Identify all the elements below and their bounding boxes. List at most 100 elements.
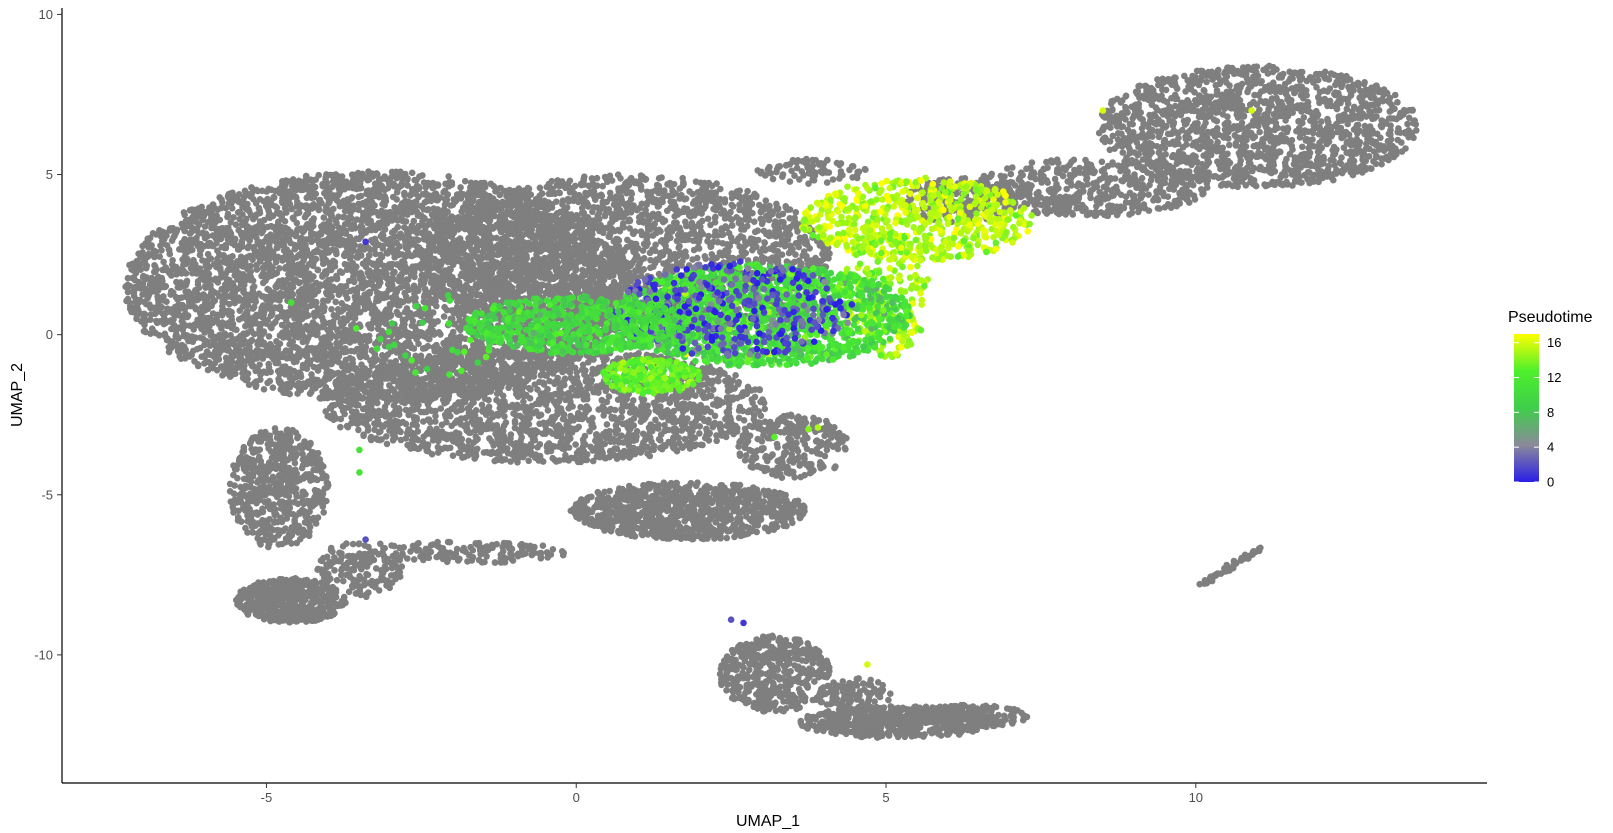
data-point	[321, 376, 328, 384]
data-point	[193, 270, 200, 277]
data-point	[181, 253, 188, 261]
data-point	[256, 361, 263, 369]
data-point	[194, 361, 202, 368]
data-point	[176, 304, 183, 312]
data-point	[172, 230, 179, 237]
data-point	[143, 274, 150, 281]
data-point	[441, 303, 448, 311]
data-point	[285, 321, 293, 329]
data-point	[390, 182, 398, 190]
data-point	[317, 395, 324, 402]
data-point	[374, 260, 381, 268]
data-point	[340, 328, 347, 336]
data-point	[197, 334, 204, 342]
data-point	[313, 247, 321, 254]
data-point	[218, 270, 225, 277]
data-point	[207, 242, 215, 249]
data-point	[226, 199, 234, 207]
data-point	[292, 276, 300, 284]
data-point	[178, 294, 185, 301]
data-point	[225, 194, 232, 201]
data-point	[319, 323, 327, 331]
data-point	[250, 349, 258, 357]
data-point	[243, 190, 251, 197]
data-point	[323, 245, 330, 252]
data-point	[425, 206, 432, 213]
data-point	[177, 267, 185, 275]
data-point	[325, 200, 332, 207]
data-point	[202, 284, 209, 292]
data-point	[242, 258, 249, 266]
data-point	[276, 265, 283, 272]
data-point	[440, 189, 447, 196]
data-point	[252, 355, 260, 362]
data-point	[413, 310, 420, 318]
data-point	[154, 308, 161, 315]
data-point	[134, 306, 142, 314]
data-point	[172, 333, 180, 341]
data-point	[169, 257, 176, 264]
data-point	[355, 296, 362, 304]
data-point	[349, 259, 357, 267]
data-point	[412, 190, 420, 197]
data-point	[314, 266, 322, 274]
data-point	[142, 317, 150, 324]
data-point	[379, 242, 387, 250]
data-point	[236, 307, 244, 315]
data-point	[347, 347, 355, 355]
data-point	[294, 334, 302, 341]
data-point	[377, 251, 384, 259]
data-point	[252, 200, 260, 207]
data-point	[402, 316, 409, 324]
data-point	[270, 193, 278, 201]
data-point	[429, 327, 437, 334]
data-point	[259, 279, 267, 287]
data-point	[328, 350, 335, 358]
data-point	[452, 197, 459, 204]
data-point	[411, 273, 418, 281]
data-point	[208, 289, 215, 297]
data-point	[336, 202, 344, 210]
data-point	[239, 274, 246, 282]
data-point	[201, 352, 209, 359]
data-point	[388, 173, 395, 181]
data-point	[353, 287, 361, 295]
data-point	[350, 244, 357, 251]
data-point	[274, 253, 282, 261]
data-point	[168, 237, 176, 244]
data-point	[256, 209, 264, 217]
data-point	[349, 184, 357, 192]
data-point	[307, 302, 315, 310]
data-point	[235, 246, 243, 253]
data-point	[250, 330, 258, 338]
data-point	[326, 188, 333, 196]
data-point	[256, 322, 264, 330]
data-point	[327, 324, 335, 331]
data-point	[146, 301, 153, 308]
data-point	[226, 347, 233, 355]
data-point	[290, 367, 298, 375]
data-point	[396, 204, 404, 212]
data-point	[281, 371, 289, 378]
data-point	[221, 292, 229, 300]
data-point	[193, 345, 201, 353]
data-point	[428, 320, 435, 327]
data-point	[287, 251, 295, 259]
data-point	[264, 259, 272, 266]
data-point	[220, 366, 228, 374]
data-point	[323, 179, 331, 186]
data-point	[457, 190, 465, 197]
data-point	[399, 170, 406, 178]
data-point	[238, 221, 246, 229]
data-point	[396, 311, 403, 319]
data-point	[335, 224, 343, 231]
data-point	[314, 202, 322, 209]
data-point	[457, 184, 464, 191]
data-point	[222, 354, 230, 362]
data-point	[379, 200, 386, 208]
data-point	[246, 343, 253, 351]
data-point	[316, 281, 324, 288]
data-point	[279, 283, 286, 291]
data-point	[132, 259, 140, 267]
data-point	[181, 211, 188, 219]
